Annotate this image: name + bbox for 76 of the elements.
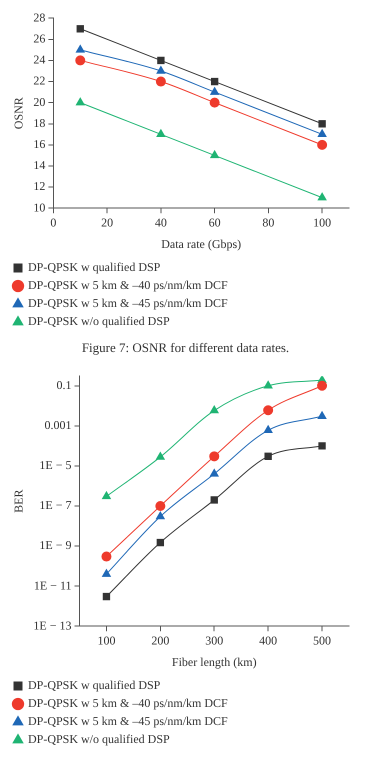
point [318, 411, 326, 420]
point [156, 66, 166, 74]
x-tick-label: 20 [101, 216, 114, 230]
y-tick-label: 20 [33, 94, 46, 109]
point [157, 56, 165, 64]
point [263, 405, 274, 416]
point [210, 87, 220, 95]
point [101, 552, 112, 562]
x-tick-label: 300 [205, 634, 224, 648]
point [76, 98, 85, 106]
legend-label: DP-QPSK w/o qualified DSP [28, 732, 170, 746]
legend-label: DP-QPSK w 5 km & –40 ps/nm/km DCF [28, 696, 228, 710]
point [156, 511, 165, 520]
point [318, 129, 327, 138]
point [210, 496, 218, 504]
y-tick-label: 24 [33, 52, 46, 67]
y-tick-label: 14 [33, 158, 46, 172]
y-axis-title: OSNR [11, 97, 26, 130]
point [102, 569, 111, 577]
point [264, 380, 273, 389]
legend-label: DP-QPSK w 5 km & –45 ps/nm/km DCF [28, 296, 228, 310]
y-tick-label: 1E − 13 [33, 618, 72, 632]
y-tick-label: 26 [33, 31, 46, 46]
x-axis-title: Fiber length (km) [172, 654, 257, 669]
point [210, 150, 220, 158]
y-tick-label: 1E − 9 [39, 538, 72, 552]
point [318, 192, 327, 200]
legend-label: DP-QPSK w/o qualified DSP [28, 314, 170, 328]
x-tick-label: 200 [151, 634, 170, 648]
point [156, 129, 166, 138]
point [156, 538, 164, 546]
y-tick-label: 12 [33, 179, 46, 194]
legend-label: DP-QPSK w 5 km & –40 ps/nm/km DCF [28, 278, 228, 292]
point [76, 44, 85, 53]
y-tick-label: 1E − 7 [39, 498, 72, 512]
point [264, 452, 272, 460]
point [156, 76, 166, 87]
point [317, 380, 328, 391]
point [264, 425, 273, 434]
point [210, 78, 218, 86]
point [318, 442, 326, 450]
point [155, 500, 166, 511]
point [156, 452, 165, 460]
y-tick-label: 1E − 11 [34, 578, 72, 592]
x-tick-label: 400 [259, 634, 278, 648]
x-axis-title: Data rate (Gbps) [161, 236, 242, 251]
y-tick-label: 28 [33, 10, 46, 24]
y-tick-label: 0.001 [44, 418, 72, 432]
point [210, 468, 219, 477]
y-tick-label: 1E − 5 [39, 458, 72, 472]
legend-label: DP-QPSK w 5 km & –45 ps/nm/km DCF [28, 714, 228, 728]
y-tick-label: 18 [33, 116, 46, 130]
point [210, 98, 220, 108]
y-tick-label: 22 [33, 74, 46, 88]
x-tick-label: 80 [262, 216, 274, 230]
x-tick-label: 100 [97, 634, 116, 648]
x-tick-label: 60 [208, 216, 221, 230]
y-tick-label: 16 [33, 137, 46, 152]
x-tick-label: 100 [313, 216, 332, 230]
point [209, 451, 220, 462]
point [75, 55, 86, 66]
y-tick-label: 0.1 [56, 378, 72, 392]
legend-label: DP-QPSK w qualified DSP [28, 678, 161, 692]
point [317, 140, 328, 150]
x-tick-label: 40 [154, 216, 167, 230]
point [102, 592, 110, 600]
point [318, 120, 326, 128]
caption: Figure 7: OSNR for different data rates. [80, 340, 290, 356]
y-axis-title: BER [11, 490, 26, 513]
point [102, 491, 111, 500]
point [210, 406, 219, 414]
point [76, 25, 84, 32]
x-tick-label: 0 [50, 216, 56, 230]
y-tick-label: 10 [33, 200, 46, 214]
legend-label: DP-QPSK w qualified DSP [28, 260, 161, 274]
x-tick-label: 500 [313, 634, 332, 648]
